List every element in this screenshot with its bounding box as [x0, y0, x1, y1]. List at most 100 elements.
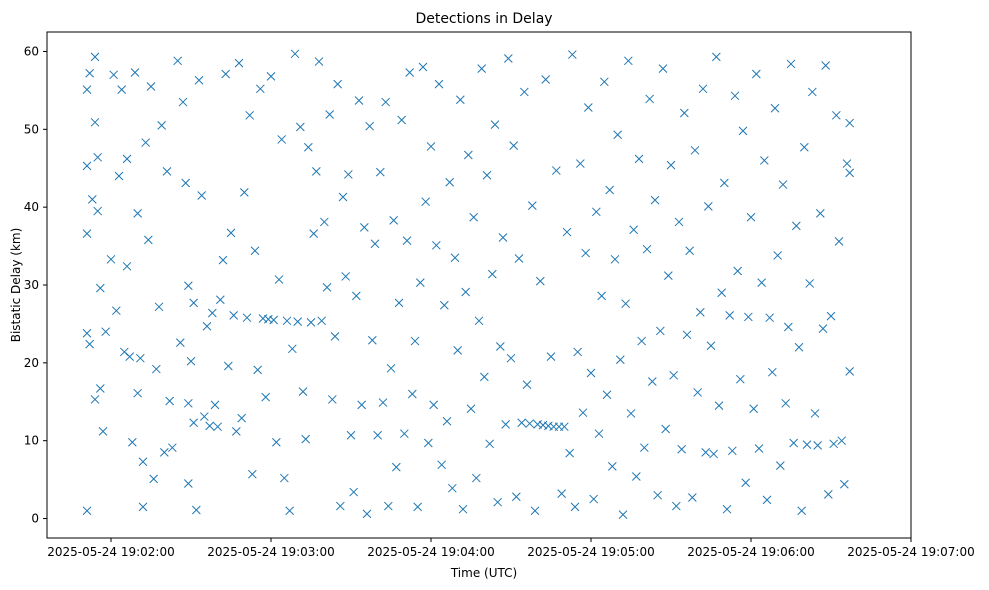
data-point-105	[327, 395, 337, 404]
data-point-136	[410, 336, 420, 346]
data-point-296	[837, 436, 847, 446]
data-point-263	[749, 404, 759, 414]
y-tick-label-3: 30	[24, 278, 39, 292]
data-point-67	[226, 228, 236, 238]
data-point-210	[607, 462, 617, 471]
data-point-174	[511, 492, 521, 502]
data-point-218	[629, 225, 639, 235]
data-point-290	[821, 61, 831, 70]
data-point-286	[810, 409, 820, 418]
data-point-148	[442, 416, 452, 426]
data-point-68	[229, 311, 239, 320]
data-point-157	[466, 404, 476, 414]
data-point-259	[738, 126, 748, 136]
data-point-59	[205, 421, 215, 431]
data-point-8	[90, 395, 100, 404]
data-point-275	[781, 398, 791, 408]
data-point-268	[762, 495, 772, 505]
data-point-252	[719, 178, 729, 188]
data-point-93	[295, 122, 305, 132]
data-point-242	[693, 388, 703, 397]
data-point-199	[578, 408, 588, 418]
data-point-1	[82, 328, 92, 338]
data-point-260	[741, 478, 751, 488]
data-point-230	[661, 424, 671, 434]
data-point-209	[605, 185, 615, 195]
data-point-43	[167, 443, 177, 453]
data-point-292	[826, 311, 836, 321]
data-point-152	[453, 346, 463, 355]
x-tick-label-5: 2025-05-24 19:07:00	[847, 545, 974, 559]
data-point-21	[117, 85, 127, 94]
data-point-82	[266, 72, 276, 81]
data-point-133	[402, 236, 412, 245]
data-point-183	[535, 276, 545, 286]
data-point-270	[767, 367, 777, 377]
x-tick-label-0: 2025-05-24 19:02:00	[47, 545, 174, 559]
data-point-13	[95, 384, 105, 393]
data-point-30	[135, 353, 145, 363]
data-point-114	[351, 291, 361, 301]
data-point-64	[218, 255, 228, 265]
data-point-0	[82, 506, 92, 516]
data-point-192	[559, 422, 569, 432]
data-point-255	[727, 446, 737, 456]
data-point-277	[786, 59, 796, 69]
data-point-244	[698, 84, 708, 94]
data-point-200	[581, 248, 591, 258]
data-point-106	[330, 332, 340, 341]
data-point-31	[138, 457, 148, 467]
data-point-92	[293, 317, 303, 326]
data-point-11	[93, 152, 103, 162]
data-point-134	[405, 68, 415, 77]
data-point-10	[90, 117, 100, 127]
data-point-177	[519, 87, 529, 97]
data-point-232	[666, 160, 676, 170]
data-point-45	[175, 338, 185, 347]
data-point-191	[557, 489, 567, 498]
data-point-197	[573, 347, 583, 357]
data-point-245	[701, 448, 711, 457]
y-tick-label-6: 60	[24, 44, 39, 58]
data-point-215	[621, 299, 631, 309]
data-point-207	[599, 77, 609, 87]
data-point-299	[845, 367, 855, 376]
data-point-206	[597, 291, 607, 301]
data-point-34	[143, 235, 153, 245]
data-point-212	[613, 130, 623, 140]
data-point-187	[546, 352, 556, 361]
data-point-74	[245, 110, 255, 120]
data-point-101	[317, 316, 327, 326]
data-point-35	[146, 82, 156, 91]
data-point-63	[215, 295, 225, 305]
data-point-39	[157, 121, 167, 130]
data-point-288	[815, 209, 825, 218]
data-point-132	[399, 429, 409, 439]
data-point-224	[645, 94, 655, 104]
data-point-250	[714, 401, 724, 411]
data-point-108	[335, 501, 345, 511]
data-point-239	[685, 246, 695, 256]
y-tick-label-5: 50	[24, 122, 39, 136]
data-point-208	[602, 390, 612, 400]
data-point-76	[250, 246, 260, 256]
data-point-71	[237, 413, 247, 423]
data-point-143	[429, 400, 439, 410]
data-point-158	[469, 212, 479, 222]
data-point-228	[655, 326, 665, 336]
data-point-47	[181, 178, 191, 188]
data-point-261	[743, 312, 753, 322]
data-point-97	[306, 318, 316, 327]
data-point-171	[503, 54, 513, 63]
data-point-257	[733, 266, 743, 276]
data-point-285	[807, 87, 817, 97]
data-point-274	[778, 180, 788, 189]
data-point-258	[735, 374, 745, 384]
data-point-120	[367, 335, 377, 345]
data-point-72	[239, 188, 249, 197]
data-point-112	[346, 430, 356, 440]
y-axis: 0 10 20 30 40 50 60	[24, 44, 47, 526]
data-points	[82, 49, 855, 519]
data-point-16	[101, 327, 111, 337]
